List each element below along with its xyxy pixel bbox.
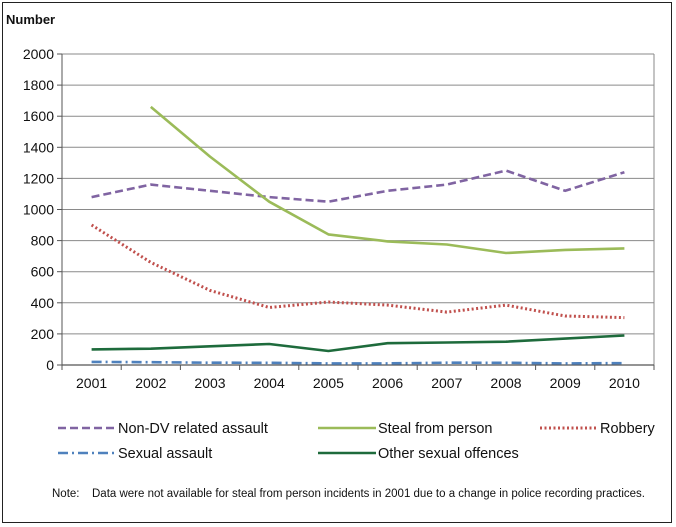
y-tick-label-1200: 1200: [23, 170, 54, 186]
x-tick-label-2004: 2004: [254, 375, 285, 391]
y-tick-label-1000: 1000: [23, 202, 54, 218]
x-tick-label-2006: 2006: [372, 375, 403, 391]
x-tick-label-2009: 2009: [550, 375, 581, 391]
series-line-0: [91, 169, 625, 203]
y-tick-label-1600: 1600: [23, 108, 54, 124]
legend: Non-DV related assault Steal from person R…: [58, 421, 656, 462]
series-line-2: [90, 223, 625, 320]
x-tick-label-2010: 2010: [609, 375, 640, 391]
axes: 0 200 400 600 800 1000 1200 1400 1600 1800 2000 200…: [23, 46, 655, 391]
footnote-label: Note:: [52, 488, 80, 500]
y-axis-title: Number: [6, 12, 55, 27]
x-tick-label-2007: 2007: [431, 375, 462, 391]
legend-label-3: Sexual assault: [118, 446, 212, 462]
y-tick-label-200: 200: [31, 326, 55, 342]
x-tick-label-2008: 2008: [490, 375, 521, 391]
x-tick-label-2002: 2002: [135, 375, 166, 391]
y-tick-label-2000: 2000: [23, 46, 54, 62]
y-tick-label-1400: 1400: [23, 139, 54, 155]
y-tick-label-600: 600: [31, 264, 55, 280]
series-line-1: [149, 105, 625, 255]
x-tick-label-2005: 2005: [313, 375, 344, 391]
y-tick-label-0: 0: [46, 357, 54, 373]
legend-label-1: Steal from person: [378, 421, 492, 437]
legend-label-4: Other sexual offences: [378, 446, 519, 462]
series-line-3: [91, 360, 625, 365]
legend-label-0: Non-DV related assault: [118, 421, 268, 437]
y-tick-label-800: 800: [31, 233, 55, 249]
series-lines: [90, 105, 625, 365]
y-tick-label-1800: 1800: [23, 77, 54, 93]
chart-frame: [2, 2, 672, 523]
series-line-4: [91, 334, 625, 353]
x-tick-label-2003: 2003: [194, 375, 225, 391]
gridlines: [62, 53, 654, 335]
x-tick-label-2001: 2001: [76, 375, 107, 391]
legend-label-2: Robbery: [600, 421, 656, 437]
y-tick-label-400: 400: [31, 295, 55, 311]
footnote-text: Data were not available for steal from p…: [92, 488, 645, 500]
